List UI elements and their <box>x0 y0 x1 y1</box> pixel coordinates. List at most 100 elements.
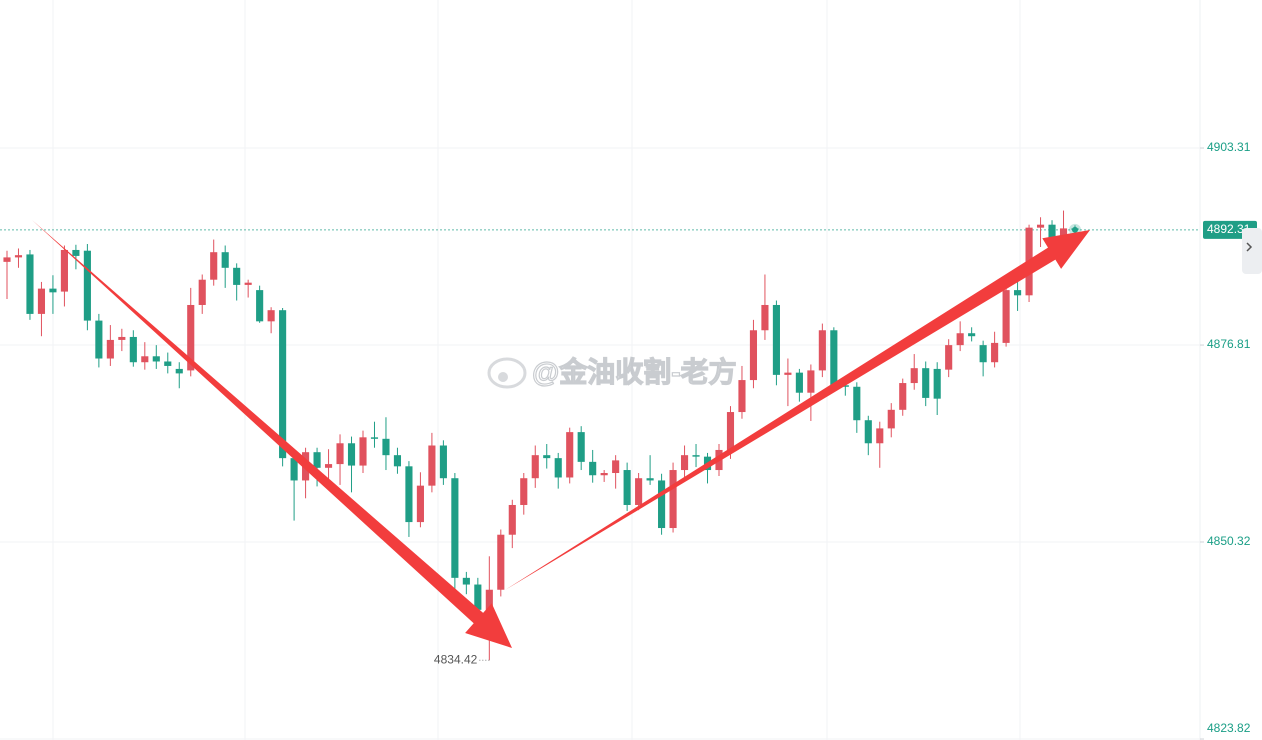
candle-body <box>267 310 275 322</box>
candle-body <box>152 356 160 362</box>
candle-body <box>244 282 252 285</box>
candle-body <box>324 464 333 468</box>
candle-body <box>899 383 907 410</box>
candle-body <box>187 304 195 371</box>
candle-body <box>439 445 447 479</box>
candle-body <box>761 304 769 331</box>
candle-body <box>279 310 287 459</box>
candle-body <box>198 279 206 305</box>
candle-body <box>416 485 424 523</box>
candle-body <box>612 460 620 474</box>
candle-body <box>210 252 218 280</box>
candle-body <box>256 290 264 322</box>
grid <box>0 147 1200 740</box>
candle-body <box>876 428 884 444</box>
candle-body <box>164 361 172 366</box>
candle-body <box>462 577 470 585</box>
candle-body <box>979 345 987 363</box>
candle-body <box>49 288 57 293</box>
candle-body <box>520 478 528 505</box>
y-tick-label: 4850.32 <box>1207 534 1251 548</box>
candle-body <box>658 480 666 529</box>
candle-body <box>531 455 539 479</box>
candle-body <box>26 254 34 314</box>
candle-body <box>566 432 574 478</box>
candle-body <box>485 589 493 610</box>
candle-body <box>1002 290 1010 343</box>
candle-body <box>784 372 792 375</box>
candle-body <box>1036 224 1045 228</box>
candle-body <box>646 478 654 481</box>
candle-body <box>3 257 11 262</box>
candle-body <box>393 455 402 467</box>
candle-body <box>772 304 780 375</box>
candles: 4834.42 <box>3 210 1081 666</box>
candle-body <box>956 333 964 346</box>
scroll-tab[interactable] <box>1242 228 1262 274</box>
vertical-grid <box>52 0 1021 740</box>
candle-body <box>600 473 608 476</box>
candle-body <box>795 372 803 393</box>
low-label: 4834.42 <box>434 652 478 666</box>
candle-body <box>968 333 976 337</box>
candle-body <box>910 368 918 384</box>
up-arrow <box>505 230 1090 590</box>
candle-body <box>497 534 505 590</box>
candle-body <box>106 339 114 359</box>
down-arrow <box>32 220 512 648</box>
candle-body <box>428 445 436 486</box>
candle-body <box>635 478 643 505</box>
candle-body <box>726 412 735 450</box>
annotation-arrows <box>32 220 1090 648</box>
candle-body <box>347 443 356 466</box>
candle-body <box>577 432 585 462</box>
candle-body <box>945 345 953 370</box>
watermark: @金油收割-老方 <box>487 355 737 389</box>
candle-body <box>37 288 46 314</box>
candle-body <box>1048 224 1056 239</box>
scroll-tab-icon <box>1246 242 1253 252</box>
candle-body <box>221 252 229 268</box>
candle-body <box>669 470 677 529</box>
y-tick-label: 4823.82 <box>1207 721 1251 735</box>
candle-body <box>853 386 861 421</box>
candle-body <box>382 438 390 456</box>
candle-body <box>508 504 516 535</box>
candle-body <box>623 470 631 505</box>
candle-body <box>1059 228 1068 239</box>
watermark-logo <box>487 357 527 389</box>
candle-body <box>887 409 895 429</box>
candle-body <box>175 368 183 374</box>
y-tick-label: 4876.81 <box>1207 337 1251 351</box>
candle-body <box>1014 290 1022 296</box>
candle-body <box>807 370 815 393</box>
candle-body <box>359 437 367 466</box>
candle-body <box>864 420 872 444</box>
y-tick-label: 4903.31 <box>1207 140 1251 154</box>
candle-body <box>818 330 826 371</box>
candle-body <box>692 455 700 457</box>
candle-body <box>95 320 103 359</box>
candle-body <box>922 368 930 398</box>
candle-body <box>543 455 551 459</box>
candle-body <box>72 249 80 256</box>
candle-body <box>233 267 241 285</box>
candle-body <box>933 368 941 399</box>
last-price-label: 4892.31 <box>1207 222 1251 236</box>
candle-body <box>405 466 413 523</box>
candle-body <box>118 336 126 340</box>
candle-body <box>14 255 23 258</box>
candle-body <box>738 380 746 413</box>
candle-body <box>554 458 562 478</box>
candle-body <box>141 356 149 363</box>
candle-body <box>841 385 849 387</box>
candle-body <box>830 330 838 386</box>
last-price-dot <box>1072 226 1078 233</box>
candle-body <box>129 336 137 363</box>
candle-body <box>60 249 68 292</box>
watermark-text: @金油收割-老方 <box>532 355 737 387</box>
candle-body <box>749 330 758 381</box>
